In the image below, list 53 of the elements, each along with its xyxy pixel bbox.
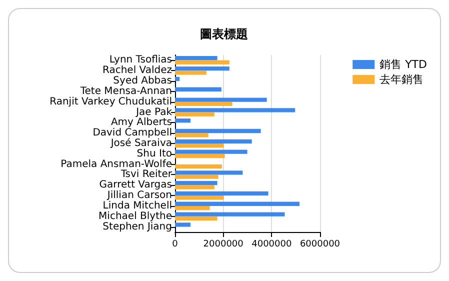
y-tick-label: Rachel Valdez bbox=[102, 65, 172, 76]
bar bbox=[175, 202, 300, 206]
x-tick-label: 0 bbox=[172, 240, 178, 250]
y-tick-label: Garrett Vargas bbox=[99, 180, 172, 191]
bar bbox=[175, 164, 222, 168]
bar bbox=[175, 87, 222, 92]
bar bbox=[175, 150, 248, 154]
bar bbox=[175, 191, 268, 196]
legend-label: 去年銷售 bbox=[380, 73, 424, 86]
chart-title: 圖表標題 bbox=[200, 27, 248, 41]
x-tick-label: 6000000 bbox=[300, 240, 340, 250]
bar bbox=[175, 128, 261, 134]
bar bbox=[175, 206, 210, 210]
y-tick-label: Linda Mitchell bbox=[102, 200, 172, 212]
y-tick-label: Shu Ito bbox=[136, 148, 172, 160]
bar bbox=[175, 76, 180, 82]
bar bbox=[175, 118, 190, 123]
y-tick-label: José Saraiva bbox=[110, 138, 172, 149]
bar bbox=[175, 144, 224, 148]
bar bbox=[175, 222, 190, 227]
y-tick-label: Jae Pak bbox=[135, 106, 172, 118]
y-tick-label: Lynn Tsoflias bbox=[109, 54, 172, 66]
y-tick-label: Stephen Jiang bbox=[102, 221, 172, 232]
legend-label: 銷售 YTD bbox=[380, 58, 427, 71]
y-tick-label: Tete Mensa-Annan bbox=[79, 86, 172, 97]
bar bbox=[175, 185, 214, 190]
bar bbox=[175, 170, 243, 175]
bar bbox=[175, 98, 267, 102]
bar bbox=[175, 196, 224, 200]
bar bbox=[175, 102, 232, 106]
bar bbox=[175, 70, 206, 75]
bar bbox=[175, 112, 214, 116]
y-tick-label: Jillian Carson bbox=[106, 190, 172, 202]
bar bbox=[175, 174, 218, 179]
bar bbox=[175, 133, 208, 138]
bar bbox=[175, 139, 252, 144]
x-tick-label: 4000000 bbox=[252, 240, 292, 250]
x-tick-label: 2000000 bbox=[203, 240, 244, 250]
y-tick-label: Amy Alberts bbox=[110, 117, 172, 128]
y-tick-label: Syed Abbas bbox=[113, 76, 172, 87]
bar bbox=[175, 60, 230, 64]
bar bbox=[175, 154, 225, 158]
y-tick-label: Ranjit Varkey Chudukatil bbox=[50, 96, 172, 108]
y-tick-label: Pamela Ansman-Wolfe bbox=[60, 158, 172, 170]
bar bbox=[175, 216, 218, 221]
bar bbox=[175, 180, 218, 186]
bar bbox=[175, 108, 296, 112]
y-tick-label: Tsvi Reiter bbox=[120, 169, 173, 180]
bar bbox=[175, 212, 285, 216]
y-tick-label: David Campbell bbox=[92, 128, 172, 139]
y-tick-label: Michael Blythe bbox=[98, 210, 172, 222]
bar bbox=[175, 56, 218, 60]
bar bbox=[175, 66, 230, 71]
